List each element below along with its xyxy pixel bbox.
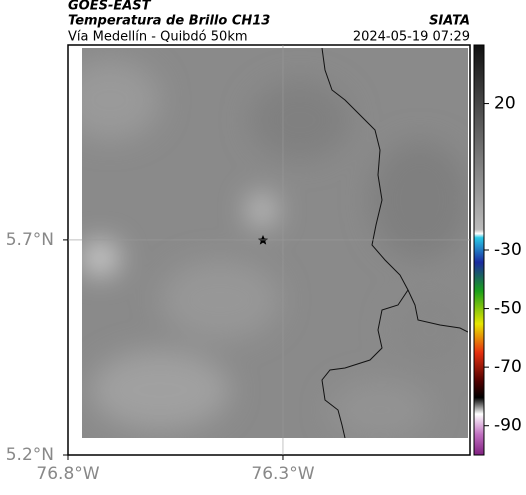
title: Temperatura de Brillo CH13: [68, 14, 270, 29]
x-tick-label: 76.3°W: [251, 464, 314, 484]
colorbar-label: 20: [494, 94, 516, 114]
colorbar-label: -90: [494, 416, 522, 436]
subtitle: Vía Medellín - Quibdó 50km: [68, 30, 248, 45]
x-tick-label: 76.8°W: [36, 464, 99, 484]
colorbar-label: -70: [494, 357, 522, 377]
colorbar-label: -30: [494, 240, 522, 260]
map-frame: [67, 44, 471, 456]
colorbar-label: -50: [494, 299, 522, 319]
colorbar: [473, 44, 485, 456]
y-tick-label: 5.2°N: [6, 445, 54, 465]
brand: SIATA: [429, 14, 470, 29]
source: GOES-EAST: [68, 0, 152, 14]
datetime: 2024-05-19 07:29: [353, 30, 470, 45]
y-tick-label: 5.7°N: [6, 230, 54, 250]
satellite-image: [82, 48, 468, 438]
